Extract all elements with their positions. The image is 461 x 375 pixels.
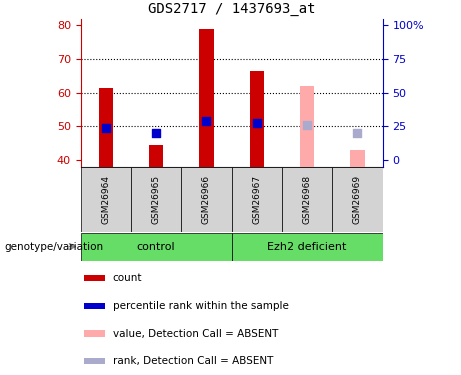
Bar (84, 330, 105, 336)
Bar (300, 86, 314, 167)
Text: GSM26967: GSM26967 (252, 175, 261, 224)
Point (354, 130, 361, 136)
Text: percentile rank within the sample: percentile rank within the sample (113, 301, 289, 311)
Point (203, 118, 210, 124)
Bar (332, 167, 383, 232)
Bar (231, 167, 282, 232)
Text: value, Detection Call = ABSENT: value, Detection Call = ABSENT (113, 328, 278, 339)
Bar (99, 88, 113, 167)
Text: GSM26968: GSM26968 (302, 175, 312, 224)
Bar (131, 167, 181, 232)
Title: GDS2717 / 1437693_at: GDS2717 / 1437693_at (148, 2, 315, 16)
Point (253, 120, 260, 126)
Text: control: control (137, 242, 176, 252)
Text: GSM26969: GSM26969 (353, 175, 362, 224)
Bar (181, 167, 231, 232)
Bar (250, 71, 264, 167)
Bar (282, 167, 332, 232)
Text: count: count (113, 273, 142, 283)
Point (102, 125, 110, 131)
Bar (149, 145, 163, 167)
Bar (350, 150, 365, 167)
Bar (81, 232, 231, 261)
Text: rank, Detection Call = ABSENT: rank, Detection Call = ABSENT (113, 356, 273, 366)
Bar (200, 29, 213, 167)
Point (153, 130, 160, 136)
Point (303, 122, 311, 128)
Text: GSM26965: GSM26965 (152, 175, 161, 224)
Bar (81, 167, 131, 232)
Bar (231, 232, 383, 261)
Bar (84, 275, 105, 281)
Text: GSM26964: GSM26964 (101, 175, 110, 224)
Bar (84, 303, 105, 309)
Bar (84, 358, 105, 364)
Text: Ezh2 deficient: Ezh2 deficient (267, 242, 347, 252)
Text: genotype/variation: genotype/variation (5, 242, 104, 252)
Text: GSM26966: GSM26966 (202, 175, 211, 224)
